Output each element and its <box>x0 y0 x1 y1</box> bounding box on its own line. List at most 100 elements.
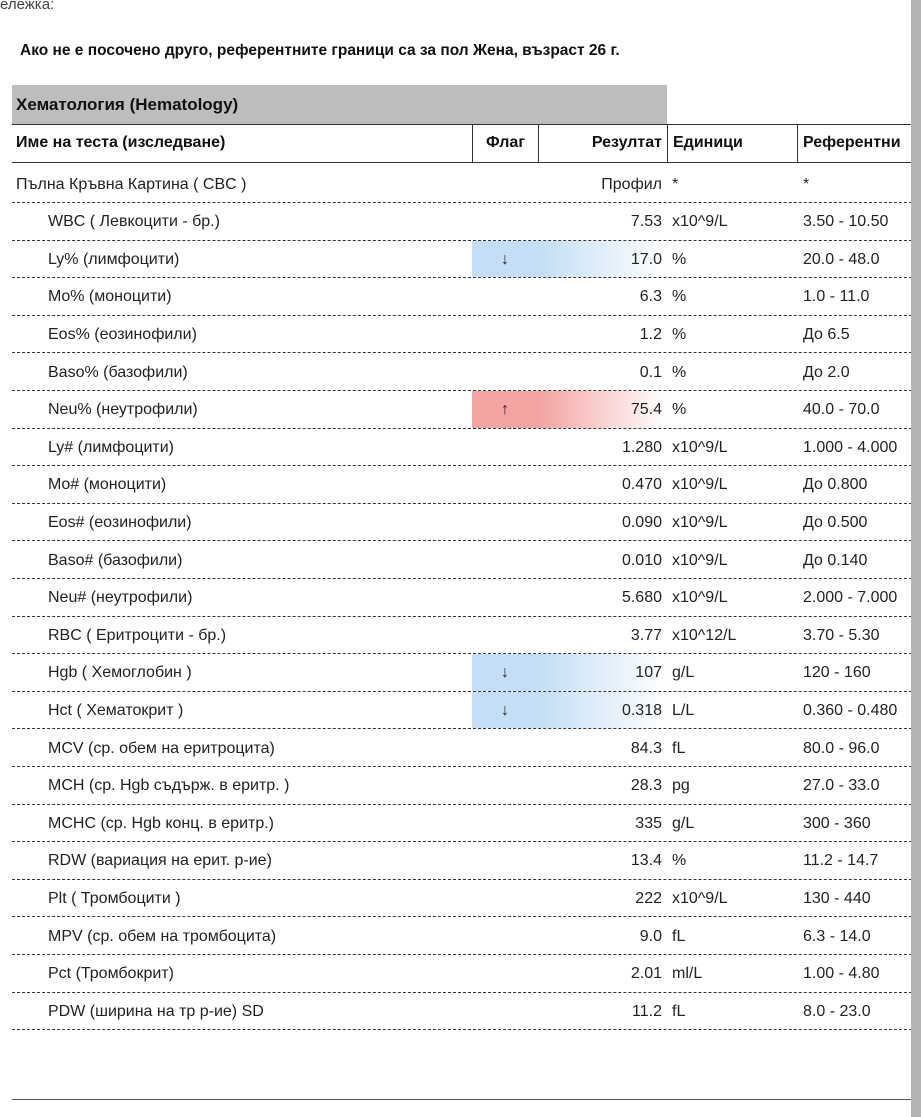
units: % <box>672 363 687 381</box>
table-row: Baso% (базофили) 0.1% До 2.0 <box>12 354 921 392</box>
test-name: RBC ( Еритроцити - бр.) <box>48 626 227 644</box>
result: 28.3 <box>630 777 662 795</box>
result: 335 <box>635 814 662 832</box>
units: % <box>672 401 687 419</box>
units: x10^9/L <box>672 551 728 569</box>
table-row: MCH (ср. Hgb съдърж. в еритр. ) 28.3 pg 27.… <box>12 767 921 805</box>
test-name: Ly# (лимфоцити) <box>48 438 175 456</box>
units: pg <box>672 777 690 795</box>
result: 13.4 <box>630 852 662 870</box>
test-name: Neu% (неутрофили) <box>48 401 198 419</box>
result: 1.280 <box>621 438 662 456</box>
flag-bg <box>472 391 538 428</box>
table-row: RDW (вариация на ерит. р-ие) 13.4% 11.2 - … <box>12 842 921 880</box>
result-bg <box>538 654 667 691</box>
units: x10^9/L <box>672 589 728 607</box>
table-row: MCV (ср. обем на еритроцита) 84.3 fL 80.0 -… <box>12 730 921 768</box>
reference: 3.50 - 10.50 <box>803 213 889 231</box>
units: % <box>672 250 687 268</box>
table-row: Eos% (еозинофили) 1.2% До 6.5 <box>12 316 921 354</box>
flag: ↓ <box>501 664 509 682</box>
result: 222 <box>635 889 662 907</box>
table-row: Eos# (еозинофили) 0.090 x10^9/L До 0.500 <box>12 504 921 542</box>
units: fL <box>672 739 686 757</box>
result-bg <box>538 240 667 278</box>
table-row: Pct (Тромбокрит) 2.01 ml/L 1.00 - 4.80 <box>12 955 921 993</box>
reference: * <box>803 175 810 193</box>
column-header: Единици <box>667 125 797 162</box>
table-row: Mo% (моноцити) 6.3% 1.0 - 11.0 <box>12 278 921 316</box>
test-name: WBC ( Левкоцити - бр.) <box>48 213 220 231</box>
reference: 40.0 - 70.0 <box>803 401 880 419</box>
reference: До 2.0 <box>803 363 850 381</box>
table-row: ↓ Hgb ( Хемоглобин ) 107 g/L 120 - 160 <box>12 654 921 692</box>
reference: 80.0 - 96.0 <box>803 739 880 757</box>
units: g/L <box>672 814 695 832</box>
reference: 130 - 440 <box>803 889 871 907</box>
table-row: Mo# (моноцити) 0.470 x10^9/L До 0.800 <box>12 466 921 504</box>
table-row: ↑ Neu% (неутрофили) 75.4% 40.0 - 70.0 <box>12 391 921 429</box>
column-header: Референтни <box>797 125 921 162</box>
reference: 20.0 - 48.0 <box>803 250 880 268</box>
table-row: Ly# (лимфоцити) 1.280 x10^9/L 1.000 - 4.000 <box>12 429 921 467</box>
test-name: Mo# (моноцити) <box>48 476 167 494</box>
test-name: MCHC (ср. Hgb конц. в еритр.) <box>48 814 274 832</box>
test-name: Пълна Кръвна Картина ( CBC ) <box>16 175 247 193</box>
test-name: MCH (ср. Hgb съдърж. в еритр. ) <box>48 777 290 795</box>
reference: До 6.5 <box>803 325 850 343</box>
reference: До 0.500 <box>803 513 868 531</box>
test-name: PDW (ширина на тр р-ие) SD <box>48 1002 264 1020</box>
flag-bg <box>472 691 538 729</box>
result: 3.77 <box>630 626 662 644</box>
units: L/L <box>672 701 695 719</box>
units: fL <box>672 1002 686 1020</box>
table-row: MCHC (ср. Hgb конц. в еритр.) 335 g/L 300 -… <box>12 805 921 843</box>
table-row: MPV (ср. обем на тромбоцита) 9.0 fL 6.3 - 1… <box>12 918 921 956</box>
table-row: ↓ Hct ( Хематокрит ) 0.318 L/L 0.360 - 0.480 <box>12 691 921 730</box>
result: 0.090 <box>621 513 662 531</box>
table-row: PDW (ширина на тр р-ие) SD 11.2 fL 8.0 - 23… <box>12 993 921 1031</box>
units: x10^9/L <box>672 513 728 531</box>
units: x10^9/L <box>672 889 728 907</box>
subtitle: Ако не е посочено друго, референтните гр… <box>20 42 620 59</box>
test-name: Baso# (базофили) <box>48 551 183 569</box>
flag: ↑ <box>501 401 509 419</box>
test-name: Mo% (моноцити) <box>48 288 172 306</box>
reference: До 0.800 <box>803 476 868 494</box>
table-row: WBC ( Левкоцити - бр.) 7.53 x10^9/L 3.50 - … <box>12 203 921 241</box>
table-row: ↓ Ly% (лимфоцити) 17.0% 20.0 - 48.0 <box>12 240 921 279</box>
units: * <box>672 175 679 193</box>
units: % <box>672 325 687 343</box>
reference: 1.000 - 4.000 <box>803 438 898 456</box>
test-name: MPV (ср. обем на тромбоцита) <box>48 927 277 945</box>
reference: 27.0 - 33.0 <box>803 777 880 795</box>
result: 17.0 <box>630 250 662 268</box>
table-row: RBC ( Еритроцити - бр.) 3.77 x10^12/L 3.70 … <box>12 617 921 655</box>
test-name: Neu# (неутрофили) <box>48 589 193 607</box>
flag: ↓ <box>501 701 509 719</box>
reference: 8.0 - 23.0 <box>803 1002 871 1020</box>
reference: 0.360 - 0.480 <box>803 701 898 719</box>
units: x10^12/L <box>672 626 737 644</box>
reference: 300 - 360 <box>803 814 871 832</box>
column-header: Флаг <box>472 125 538 162</box>
reference: 1.0 - 11.0 <box>803 288 870 306</box>
table-row: Neu# (неутрофили) 5.680 x10^9/L 2.000 - 7.0… <box>12 579 921 617</box>
result: 84.3 <box>630 739 662 757</box>
note-fragment: ележка: <box>0 0 55 13</box>
result: 11.2 <box>632 1002 662 1020</box>
section-header: Хематология (Hematology) <box>12 85 667 124</box>
units: g/L <box>672 664 695 682</box>
result: 0.318 <box>621 701 662 719</box>
result: 1.2 <box>639 325 662 343</box>
result: 0.470 <box>621 476 662 494</box>
units: x10^9/L <box>672 438 728 456</box>
table-header: Име на теста (изследване) Флаг Резултат Еди… <box>12 124 921 163</box>
column-header: Име на теста (изследване) <box>16 134 226 151</box>
flag: ↓ <box>501 250 509 268</box>
reference: 3.70 - 5.30 <box>803 626 880 644</box>
test-name: Ly% (лимфоцити) <box>48 250 180 268</box>
result: 107 <box>635 664 662 682</box>
units: x10^9/L <box>672 476 728 494</box>
